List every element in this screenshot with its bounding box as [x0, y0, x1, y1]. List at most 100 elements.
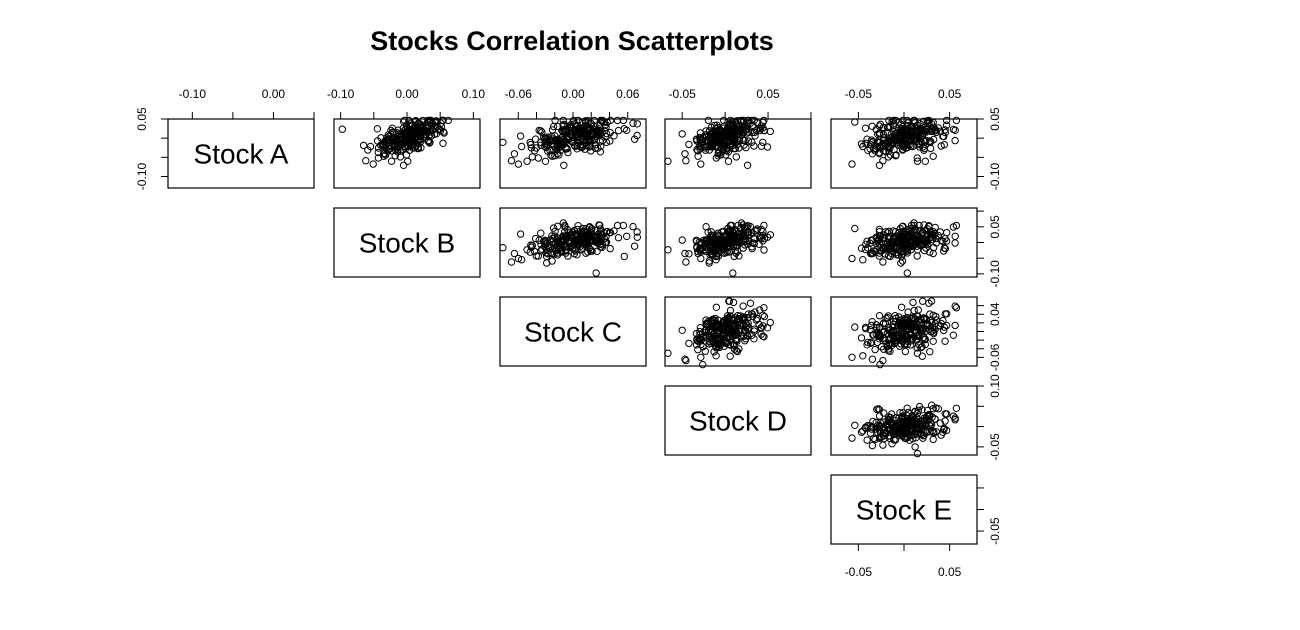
data-point — [905, 320, 914, 328]
data-point — [397, 140, 406, 149]
data-point — [920, 315, 929, 323]
data-point — [748, 128, 756, 137]
data-point — [880, 133, 888, 142]
data-point — [594, 144, 602, 152]
data-point — [941, 128, 949, 137]
data-point — [875, 235, 883, 243]
data-point — [760, 312, 769, 321]
data-point — [921, 421, 929, 429]
data-point — [392, 146, 400, 155]
data-point — [560, 228, 569, 236]
data-point — [595, 221, 603, 229]
data-point — [559, 219, 567, 227]
data-point — [578, 143, 586, 152]
panel-stock-a-vs-stock-e — [830, 116, 978, 189]
data-point — [427, 120, 435, 128]
data-point — [930, 231, 938, 239]
data-point — [904, 225, 912, 234]
data-point — [868, 122, 876, 131]
data-point — [888, 243, 896, 251]
data-point — [697, 336, 706, 344]
data-point — [752, 226, 761, 235]
data-point — [903, 269, 911, 277]
y-tick-label: 0.05 — [988, 215, 1002, 239]
data-point — [951, 136, 959, 145]
data-point — [875, 332, 884, 340]
data-point — [714, 340, 722, 348]
data-point — [892, 422, 900, 430]
data-point — [927, 297, 936, 305]
data-point — [880, 142, 888, 150]
data-point — [732, 336, 740, 344]
panel-stock-e-vs-stock-e: Stock E — [830, 474, 978, 545]
data-point — [578, 235, 586, 243]
data-point — [396, 133, 404, 141]
data-point — [931, 415, 939, 423]
data-point — [879, 424, 888, 432]
data-point — [919, 325, 928, 334]
data-point — [867, 136, 876, 144]
data-point — [903, 340, 912, 348]
data-point — [729, 236, 737, 244]
panel-frame — [499, 207, 647, 278]
data-point — [925, 412, 933, 420]
data-point — [724, 118, 732, 126]
data-point — [620, 252, 628, 261]
data-point — [739, 313, 747, 321]
data-point — [918, 406, 926, 414]
data-point — [861, 124, 870, 132]
data-point — [897, 259, 905, 267]
data-point — [889, 235, 898, 243]
data-point — [712, 320, 720, 328]
data-point — [726, 132, 734, 140]
data-point — [629, 119, 637, 127]
data-point — [868, 441, 877, 450]
data-point — [720, 331, 728, 339]
data-point — [733, 140, 742, 149]
data-point — [507, 258, 516, 266]
data-point — [722, 248, 730, 257]
data-point — [715, 147, 723, 155]
data-point — [900, 139, 909, 148]
data-point — [871, 345, 879, 354]
data-point — [760, 221, 768, 230]
data-point — [704, 136, 712, 145]
data-point — [544, 133, 552, 141]
data-point — [527, 140, 535, 149]
x-tick-label: 0.06 — [616, 87, 640, 101]
data-point — [913, 157, 922, 165]
data-point — [940, 141, 948, 149]
diagonal-label: Stock D — [689, 406, 787, 437]
data-point — [920, 416, 929, 424]
data-point — [925, 325, 933, 333]
data-point — [596, 148, 605, 156]
data-point — [949, 331, 958, 339]
data-point — [753, 119, 761, 127]
data-point — [898, 257, 907, 265]
data-point — [444, 116, 452, 125]
data-point — [708, 135, 716, 143]
data-point — [439, 139, 447, 148]
data-point — [664, 157, 672, 165]
data-point — [585, 233, 593, 241]
data-point — [877, 343, 886, 351]
data-point — [851, 421, 859, 429]
data-point — [523, 157, 531, 165]
data-point — [876, 247, 885, 255]
data-point — [757, 142, 766, 150]
data-point — [623, 126, 631, 135]
data-point — [879, 258, 887, 266]
data-point — [697, 340, 705, 349]
data-point — [921, 138, 929, 146]
data-point — [936, 127, 944, 136]
data-point — [951, 239, 959, 247]
data-point — [940, 323, 948, 331]
data-point — [593, 126, 602, 135]
data-point — [739, 244, 747, 252]
data-point — [530, 147, 539, 155]
data-point — [911, 443, 919, 451]
data-point — [892, 232, 900, 240]
data-point — [723, 244, 731, 252]
data-point — [943, 116, 951, 125]
data-point — [664, 349, 672, 357]
